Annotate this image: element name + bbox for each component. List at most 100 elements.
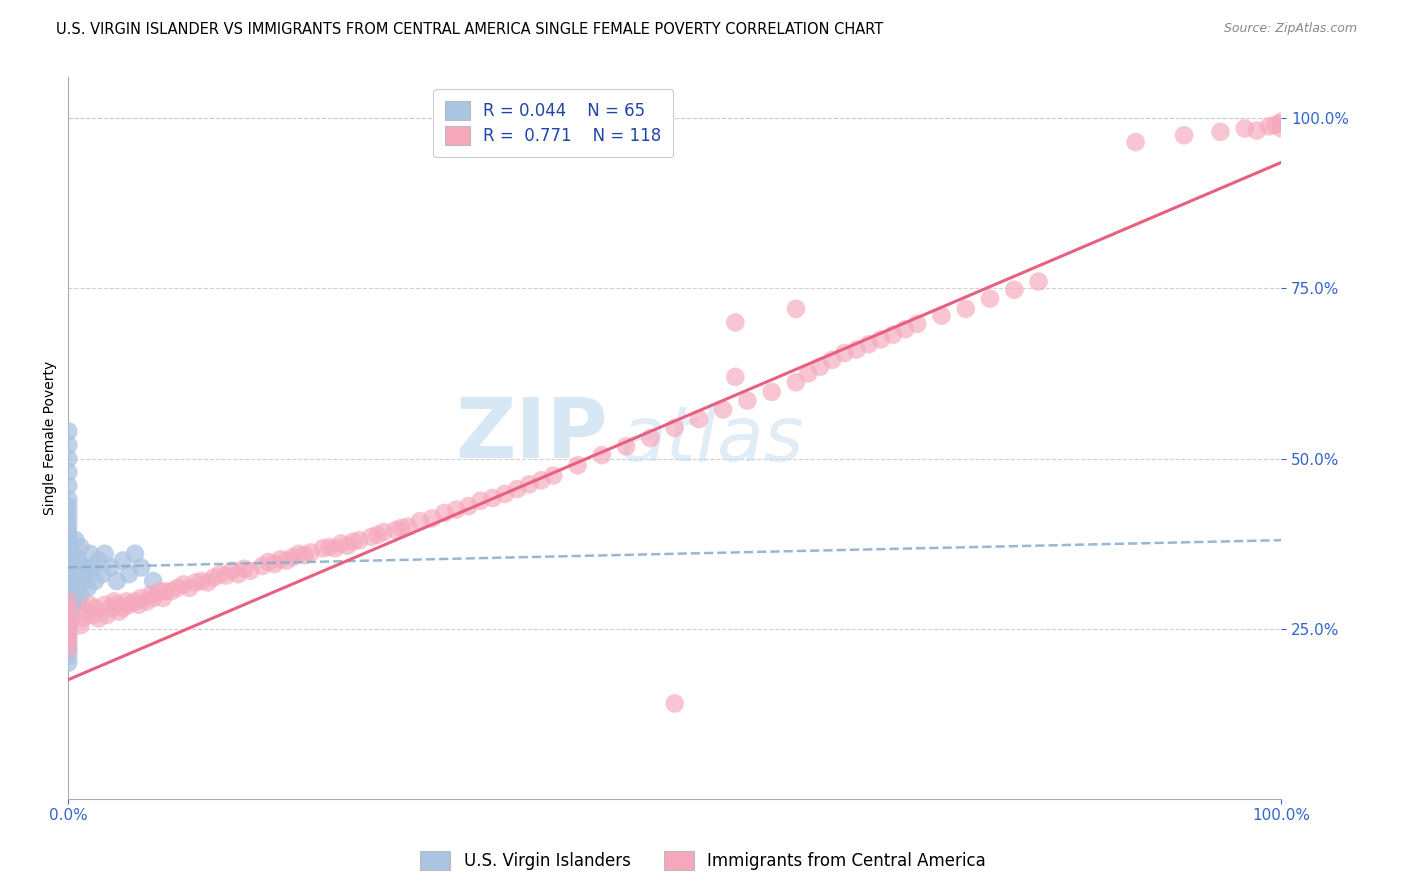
Point (58, 601, 80, 615)
Point (287, 547, 309, 561)
Point (58, 567, 80, 582)
Point (208, 567, 231, 582)
Point (58, 560, 80, 574)
Point (66, 581, 89, 595)
Point (905, 317, 928, 331)
Point (93, 547, 115, 561)
Point (155, 584, 177, 599)
Text: ZIP: ZIP (456, 394, 607, 475)
Point (73, 560, 96, 574)
Point (1258, 120, 1281, 134)
Point (69, 588, 91, 602)
Point (446, 502, 468, 516)
Point (614, 439, 637, 453)
Point (58, 581, 80, 595)
Point (82, 607, 104, 622)
Point (1125, 135, 1147, 149)
Point (124, 547, 146, 561)
Point (1264, 118, 1286, 132)
Point (139, 588, 162, 602)
Point (330, 536, 353, 550)
Point (215, 568, 238, 582)
Point (93, 598, 115, 612)
Point (62, 547, 84, 561)
Point (100, 560, 122, 574)
Y-axis label: Single Female Poverty: Single Female Poverty (44, 361, 58, 516)
Point (58, 438, 80, 452)
Text: Source: ZipAtlas.com: Source: ZipAtlas.com (1223, 22, 1357, 36)
Point (664, 421, 686, 435)
Point (1209, 125, 1232, 139)
Point (567, 458, 589, 473)
Point (105, 574, 128, 588)
Point (82, 560, 104, 574)
Point (65, 533, 87, 548)
Point (58, 628, 80, 642)
Point (58, 425, 80, 439)
Point (494, 487, 516, 501)
Point (797, 367, 820, 381)
Point (58, 622, 80, 636)
Legend: R = 0.044    N = 65, R =  0.771    N = 118: R = 0.044 N = 65, R = 0.771 N = 118 (433, 89, 673, 157)
Point (96, 607, 118, 622)
Point (894, 322, 917, 336)
Point (1233, 121, 1256, 136)
Point (58, 642, 80, 657)
Point (384, 523, 406, 537)
Point (124, 594, 146, 608)
Point (58, 607, 80, 622)
Point (834, 346, 856, 360)
Point (118, 567, 141, 582)
Point (396, 519, 419, 533)
Point (58, 622, 80, 636)
Point (470, 493, 492, 508)
Point (845, 343, 868, 357)
Point (118, 598, 141, 612)
Point (87, 553, 110, 567)
Point (63, 560, 86, 574)
Point (543, 468, 565, 483)
Point (58, 635, 80, 649)
Point (62, 581, 84, 595)
Point (72, 574, 94, 588)
Point (58, 513, 80, 527)
Point (100, 601, 122, 615)
Point (58, 492, 80, 507)
Point (761, 384, 783, 399)
Point (226, 567, 249, 582)
Point (640, 431, 662, 445)
Point (69, 618, 91, 632)
Point (367, 527, 389, 541)
Point (221, 564, 243, 578)
Point (336, 539, 359, 553)
Point (342, 534, 364, 549)
Point (58, 642, 80, 657)
Point (58, 607, 80, 622)
Point (65, 574, 87, 588)
Point (257, 555, 280, 569)
Point (724, 315, 747, 329)
Point (111, 601, 134, 615)
Point (75, 605, 97, 619)
Point (58, 628, 80, 642)
Point (66, 594, 89, 608)
Point (136, 594, 159, 608)
Point (79, 547, 101, 561)
Point (821, 352, 844, 367)
Point (128, 598, 150, 612)
Point (457, 499, 479, 513)
Point (66, 553, 89, 567)
Point (72, 611, 94, 625)
Point (60, 601, 83, 615)
Point (58, 479, 80, 493)
Point (202, 571, 225, 585)
Point (142, 574, 165, 588)
Point (69, 540, 91, 554)
Point (1028, 275, 1050, 289)
Point (58, 499, 80, 513)
Point (58, 465, 80, 479)
Point (58, 594, 80, 608)
Point (373, 524, 395, 539)
Point (60, 607, 83, 622)
Point (84, 574, 107, 588)
